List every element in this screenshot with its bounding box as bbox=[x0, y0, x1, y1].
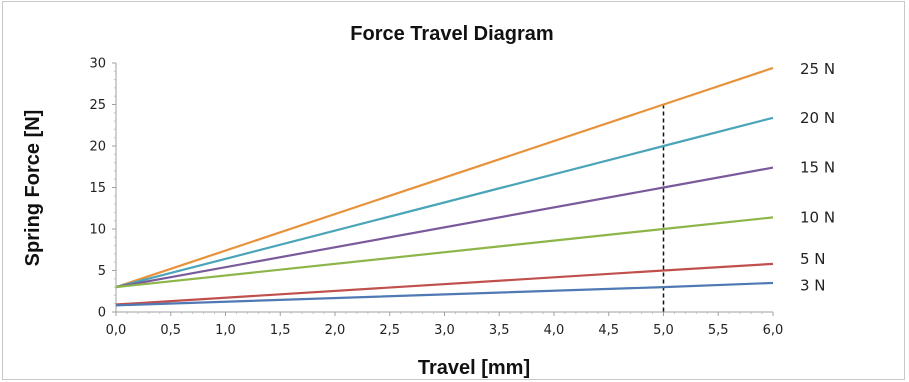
y-axis-title: Spring Force [N] bbox=[22, 110, 44, 267]
x-tick-label: 2,0 bbox=[325, 323, 346, 338]
series-label: 20 N bbox=[800, 109, 835, 127]
series-line bbox=[115, 216, 774, 289]
series-line bbox=[115, 66, 774, 289]
series-line bbox=[115, 116, 774, 289]
x-tick-label: 0,5 bbox=[160, 323, 181, 338]
y-tick-label: 5 bbox=[98, 264, 106, 279]
series-label: 5 N bbox=[800, 250, 826, 268]
x-tick-label: 0,0 bbox=[106, 323, 127, 338]
x-tick-label: 1,5 bbox=[270, 323, 291, 338]
x-tick-label: 4,0 bbox=[544, 323, 565, 338]
y-tick-label: 15 bbox=[89, 181, 106, 196]
series-lines bbox=[115, 66, 774, 307]
x-tick-label: 3,0 bbox=[434, 323, 455, 338]
y-tick-label: 30 bbox=[89, 57, 106, 72]
series-line bbox=[115, 281, 774, 307]
x-tick-label: 5,5 bbox=[708, 323, 729, 338]
y-tick-label: 20 bbox=[89, 140, 106, 155]
y-tick-label: 25 bbox=[89, 98, 106, 113]
series-line bbox=[115, 262, 774, 306]
series-labels: 25 N 20 N 15 N 10 N 5 N 3 N bbox=[800, 60, 835, 295]
x-axis-title: Travel [mm] bbox=[418, 357, 530, 379]
x-tick-label: 1,0 bbox=[215, 323, 236, 338]
series-label: 3 N bbox=[800, 276, 826, 294]
y-tick-label: 10 bbox=[89, 223, 106, 238]
chart-title: Force Travel Diagram bbox=[350, 23, 553, 45]
x-tick-label: 5,0 bbox=[653, 323, 674, 338]
force-travel-chart: Force Travel Diagram 0 5 10 15 20 25 30 0,0 0,5 1… bbox=[22, 23, 835, 379]
series-label: 25 N bbox=[800, 60, 835, 78]
x-tick-label: 3,5 bbox=[489, 323, 510, 338]
y-tick-label: 0 bbox=[98, 306, 106, 321]
x-tick-label: 2,5 bbox=[379, 323, 400, 338]
series-label: 10 N bbox=[800, 208, 835, 226]
series-line bbox=[115, 166, 774, 289]
x-tick-label: 6,0 bbox=[763, 323, 784, 338]
axes: 0 5 10 15 20 25 30 0,0 0,5 1,0 1,5 2,0 2,5 3,0 3,5 4,0 4… bbox=[89, 57, 783, 339]
series-label: 15 N bbox=[800, 159, 835, 177]
x-tick-label: 4,5 bbox=[598, 323, 619, 338]
